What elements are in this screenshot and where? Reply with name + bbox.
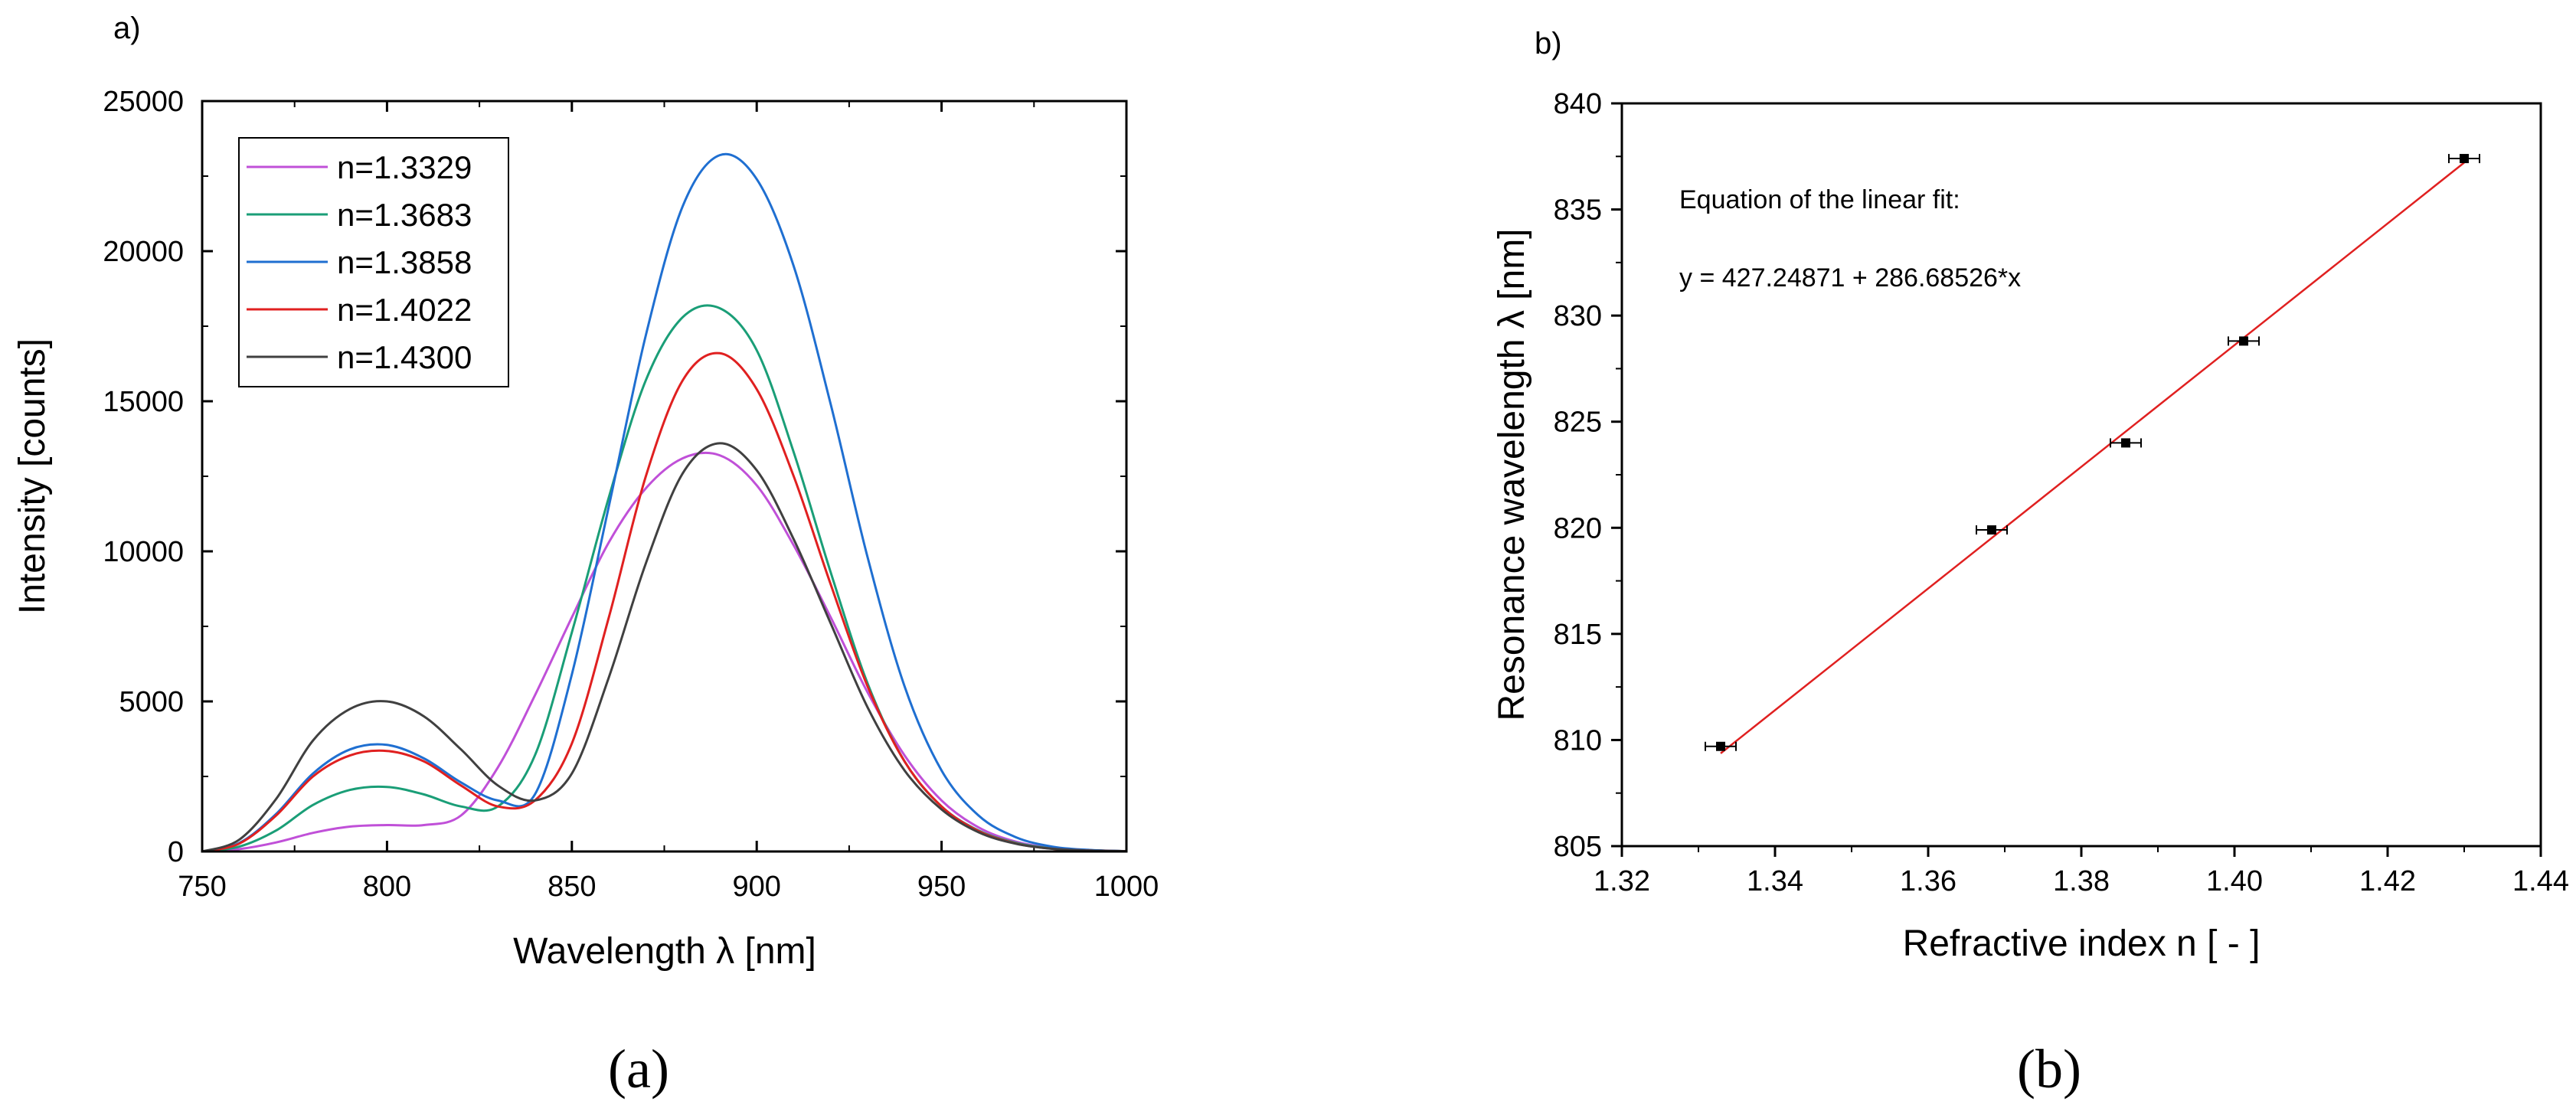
panel-a-legend: n=1.3329 n=1.3683 n=1.3858 n=1.4022 n=1.4300 <box>238 137 509 387</box>
y-tick-label: 825 <box>1554 407 1602 439</box>
panel-b-axes: 1.32 1.34 1.36 1.38 1.40 1.42 1.44 805 810 815 820… <box>1554 88 2569 897</box>
x-tick-label: 1000 <box>1094 871 1159 903</box>
y-tick-label: 840 <box>1554 88 1602 120</box>
panel-b-fit-line <box>1720 162 2465 754</box>
y-tick-label: 5000 <box>119 686 184 718</box>
y-tick-label: 25000 <box>103 86 184 118</box>
panel-b-x-axis-title: Refractive index n [ - ] <box>1903 923 2261 964</box>
data-point <box>2239 336 2248 346</box>
x-tick-label: 1.36 <box>1900 865 1957 897</box>
y-tick-label: 815 <box>1554 619 1602 651</box>
panel-a-axes: 750 800 850 900 950 1000050001000015000200002… <box>103 86 1159 903</box>
y-tick-label: 810 <box>1554 724 1602 757</box>
panel-a-x-axis-title: Wavelength λ [nm] <box>513 931 816 972</box>
x-tick-label: 750 <box>178 871 226 903</box>
y-tick-label: 10000 <box>103 536 184 568</box>
x-tick-label: 1.32 <box>1594 865 1650 897</box>
x-tick-label: 1.40 <box>2206 865 2263 897</box>
series-line-n=1.4300 <box>201 442 1127 853</box>
data-point <box>2121 438 2130 448</box>
legend-label: n=1.4022 <box>337 292 472 328</box>
series-line-n=1.3858 <box>201 152 1127 853</box>
series-line-n=1.3329 <box>201 451 1127 853</box>
x-tick-label: 800 <box>363 871 411 903</box>
legend-label: n=1.3329 <box>337 149 472 185</box>
legend-label: n=1.3858 <box>337 244 472 280</box>
data-point <box>1716 741 1725 751</box>
panel-a-chart: a) 750 800 850 900 950 1000050001000015000200… <box>12 11 1159 1100</box>
y-tick-label: 820 <box>1554 512 1602 544</box>
panel-b-chart: b) 1.32 1.34 1.36 1.38 1.40 1.42 1.44 805 810 815… <box>1492 27 2569 1100</box>
legend-label: n=1.4300 <box>337 339 472 375</box>
data-point <box>2460 154 2469 164</box>
y-tick-label: 830 <box>1554 300 1602 332</box>
x-tick-label: 1.44 <box>2512 865 2569 897</box>
x-tick-label: 1.42 <box>2359 865 2416 897</box>
panel-b-y-axis-title: Resonance wavelength λ [nm] <box>1492 228 1532 721</box>
linear-fit-line <box>1720 162 2465 754</box>
panel-b-label: b) <box>1535 27 1562 60</box>
y-tick-label: 20000 <box>103 236 184 268</box>
y-tick-label: 15000 <box>103 386 184 418</box>
x-tick-label: 900 <box>732 871 780 903</box>
panel-b-plot-frame <box>1620 102 2542 848</box>
x-tick-label: 1.38 <box>2053 865 2110 897</box>
panel-a-y-axis-title: Intensity [counts] <box>12 338 53 614</box>
x-tick-label: 850 <box>548 871 596 903</box>
x-tick-label: 1.34 <box>1747 865 1803 897</box>
x-tick-label: 950 <box>917 871 966 903</box>
legend-label: n=1.3683 <box>337 197 472 233</box>
y-tick-label: 835 <box>1554 194 1602 227</box>
fit-equation-title: Equation of the linear fit: <box>1679 185 1960 214</box>
panel-b-caption: (b) <box>2017 1038 2081 1100</box>
series-line-n=1.4022 <box>201 351 1127 853</box>
data-point <box>1987 525 1996 535</box>
y-tick-label: 805 <box>1554 831 1602 863</box>
panel-b-points <box>1705 154 2480 751</box>
panel-a-label: a) <box>113 11 141 45</box>
panel-a-plot-frame <box>201 100 1128 853</box>
panel-a-series <box>201 152 1127 853</box>
panel-a-caption: (a) <box>608 1038 669 1100</box>
y-tick-label: 0 <box>168 836 184 868</box>
fit-equation: y = 427.24871 + 286.68526*x <box>1679 263 2021 293</box>
